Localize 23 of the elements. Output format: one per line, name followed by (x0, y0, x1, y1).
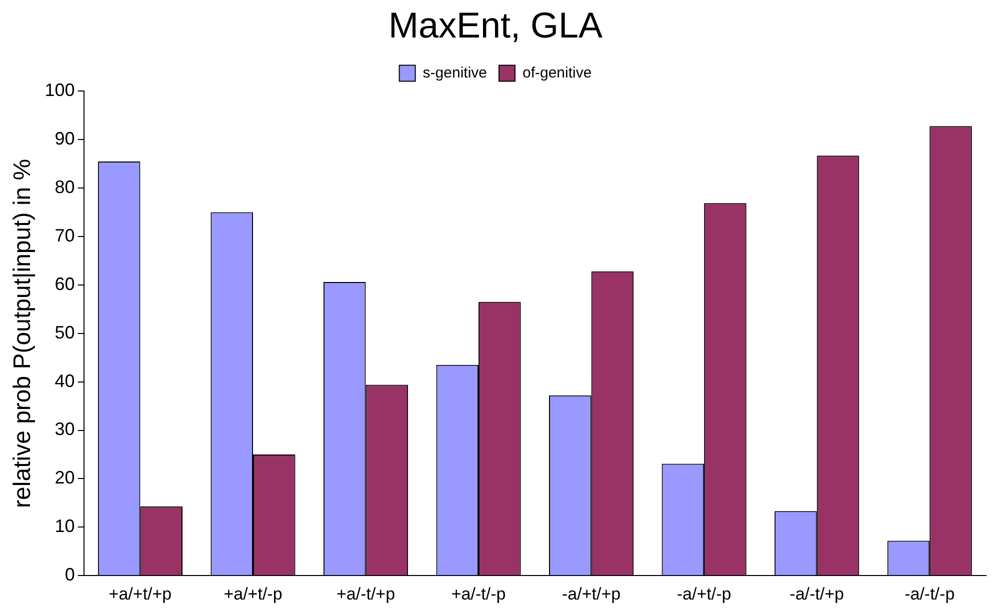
x-tick-label: -a/-t/+p (790, 584, 844, 604)
y-tick-label: 10 (54, 516, 75, 536)
legend-label: of-genitive (522, 64, 592, 82)
y-tick-label: 20 (54, 468, 75, 488)
x-tick-label: +a/+t/-p (224, 584, 282, 604)
y-tick-label: 60 (54, 274, 75, 294)
y-tick-label: 30 (54, 419, 75, 440)
y-axis-title: relative prob P(output|input) in % (9, 158, 36, 508)
y-tick-label: 90 (54, 128, 75, 149)
x-tick-label: -a/-t/-p (904, 584, 955, 604)
x-tick-label: -a/+t/+p (562, 584, 621, 604)
y-tick-label: 40 (54, 370, 75, 391)
x-tick-label: +a/+t/+p (108, 584, 172, 604)
y-tick-label: 50 (54, 322, 75, 342)
x-tick-label: +a/-t/-p (451, 584, 506, 604)
x-tick-label: +a/-t/+p (336, 584, 396, 604)
y-tick-label: 70 (54, 225, 75, 246)
chart-title: MaxEnt, GLA (388, 4, 603, 46)
y-tick-label: 80 (54, 177, 75, 198)
y-tick-label: 0 (64, 564, 75, 585)
legend-label: s-genitive (422, 64, 487, 82)
y-tick-label: 100 (44, 80, 75, 100)
x-tick-label: -a/+t/-p (676, 584, 732, 604)
